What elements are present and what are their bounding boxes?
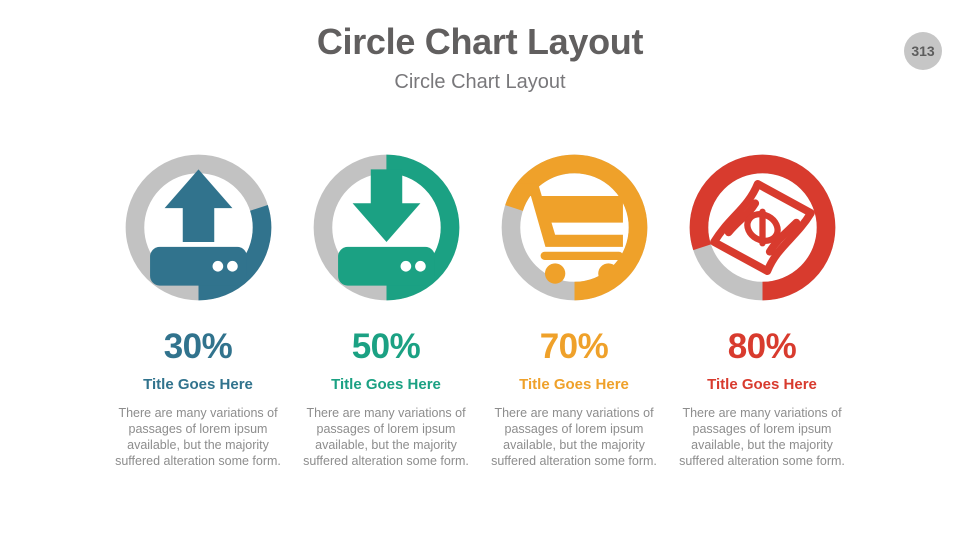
chart-column-1: 30% Title Goes Here There are many varia… [104,150,292,469]
shopping-cart-icon [497,150,652,305]
upload-icon-glyph [149,169,247,286]
percent-value-3: 70% [539,327,609,366]
column-description-2: There are many variations of passages of… [303,406,469,468]
donut-chart-1[interactable] [121,150,276,305]
chart-column-4: 80% Title Goes Here There are many varia… [668,150,856,469]
column-description-3: There are many variations of passages of… [491,406,657,468]
slide-header: Circle Chart Layout Circle Chart Layout [0,0,960,93]
circle-chart-columns: 30% Title Goes Here There are many varia… [0,150,960,469]
download-icon [309,150,464,305]
page-subtitle: Circle Chart Layout [394,70,566,93]
shopping-cart-icon-glyph [515,183,623,284]
money-bill-icon-glyph [709,180,815,275]
column-title-2: Title Goes Here [331,376,441,393]
donut-svg-3 [501,154,647,301]
page-number-badge: 313 [904,32,942,70]
money-bill-icon [685,150,840,305]
donut-svg-4 [689,154,835,301]
column-title-4: Title Goes Here [707,376,817,393]
percent-value-4: 80% [727,327,797,366]
column-title-3: Title Goes Here [519,376,629,393]
column-title-1: Title Goes Here [143,376,253,393]
donut-chart-4[interactable] [685,150,840,305]
upload-icon [121,150,276,305]
page-title: Circle Chart Layout [316,21,644,62]
chart-column-2: 50% Title Goes Here There are many varia… [292,150,480,469]
percent-value-2: 50% [351,327,421,366]
donut-chart-2[interactable] [309,150,464,305]
donut-svg-2 [313,154,459,301]
column-description-1: There are many variations of passages of… [115,406,281,468]
column-description-4: There are many variations of passages of… [679,406,845,468]
percent-value-1: 30% [163,327,233,366]
donut-chart-3[interactable] [497,150,652,305]
download-icon-glyph [337,169,435,286]
chart-column-3: 70% Title Goes Here There are many varia… [480,150,668,469]
donut-svg-1 [125,154,271,301]
